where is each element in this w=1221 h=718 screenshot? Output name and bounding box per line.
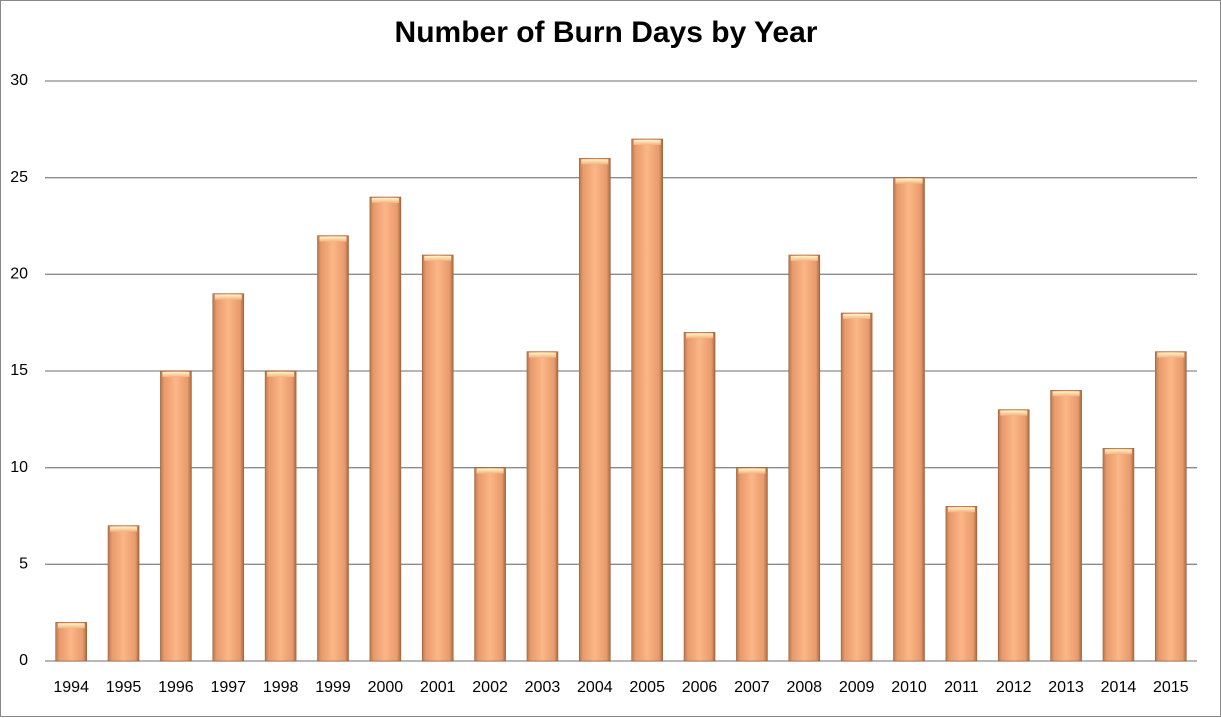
y-tick-label: 25 [10,169,28,186]
bar-cap [1104,449,1132,455]
bar-cap [633,140,661,145]
bar [997,409,1030,662]
bar [264,370,297,662]
x-tick-label: 1994 [53,679,89,696]
x-tick-label: 2011 [944,679,979,696]
x-tick-label: 2006 [682,679,718,696]
x-tick-label: 2004 [577,679,613,696]
bar-cap [162,372,190,377]
bar [1050,390,1082,662]
bar [945,506,978,662]
x-tick-label: 2005 [629,679,665,696]
bar-cap [581,159,609,165]
bar [683,332,716,662]
bar [1155,351,1187,662]
chart-title: Number of Burn Days by Year [395,16,818,49]
y-tick-label: 10 [10,459,28,476]
bar-cap [1052,391,1080,397]
bar [369,196,402,662]
bar [840,312,873,662]
bar [631,138,663,662]
x-tick-label: 2000 [368,679,404,696]
x-tick-label: 2001 [420,679,456,696]
bar-cap [947,507,975,513]
x-tick-label: 2015 [1153,679,1189,696]
y-tick-label: 0 [19,652,28,669]
bar-cap [686,333,714,339]
bar-cap [790,256,818,261]
bar [421,254,454,662]
bar-cap [738,468,766,474]
x-tick-label: 1998 [263,679,299,696]
x-tick-label: 2003 [525,679,561,696]
bar [526,351,559,662]
bar-cap [843,314,871,319]
x-tick-label: 1995 [106,679,142,696]
bar-cap [476,468,504,474]
bar-cap [110,526,138,532]
bar-cap [1000,410,1028,416]
y-tick-label: 5 [19,556,28,573]
bar-cap [528,352,556,358]
bar [1102,448,1135,662]
x-tick-label: 2014 [1101,679,1137,696]
x-tick-label: 1997 [210,679,246,696]
bar [474,467,506,662]
x-tick-label: 2009 [839,679,875,696]
bar [212,293,245,662]
x-tick-label: 2002 [472,679,508,696]
y-tick-label: 20 [10,266,28,283]
x-tick-label: 1996 [158,679,194,696]
bar [317,235,349,662]
y-tick-label: 30 [10,72,28,89]
bar-cap [267,372,295,377]
bar [893,177,925,662]
bar-cap [371,198,399,203]
bar [736,467,768,662]
bar-cap [895,178,923,184]
bar [788,254,821,662]
bar-cap [57,623,85,629]
bar [160,370,192,662]
bar [107,525,140,662]
x-tick-label: 2013 [1048,679,1084,696]
bar [55,622,87,662]
x-tick-label: 2007 [734,679,770,696]
x-tick-label: 1999 [315,679,351,696]
bar-cap [424,256,452,261]
bar-cap [214,294,242,300]
bar-cap [1157,352,1185,358]
bar-cap [319,236,347,242]
x-tick-label: 2010 [891,679,927,696]
x-tick-label: 2012 [996,679,1032,696]
y-tick-label: 15 [10,362,28,379]
bar [579,158,611,662]
x-tick-label: 2008 [786,679,822,696]
